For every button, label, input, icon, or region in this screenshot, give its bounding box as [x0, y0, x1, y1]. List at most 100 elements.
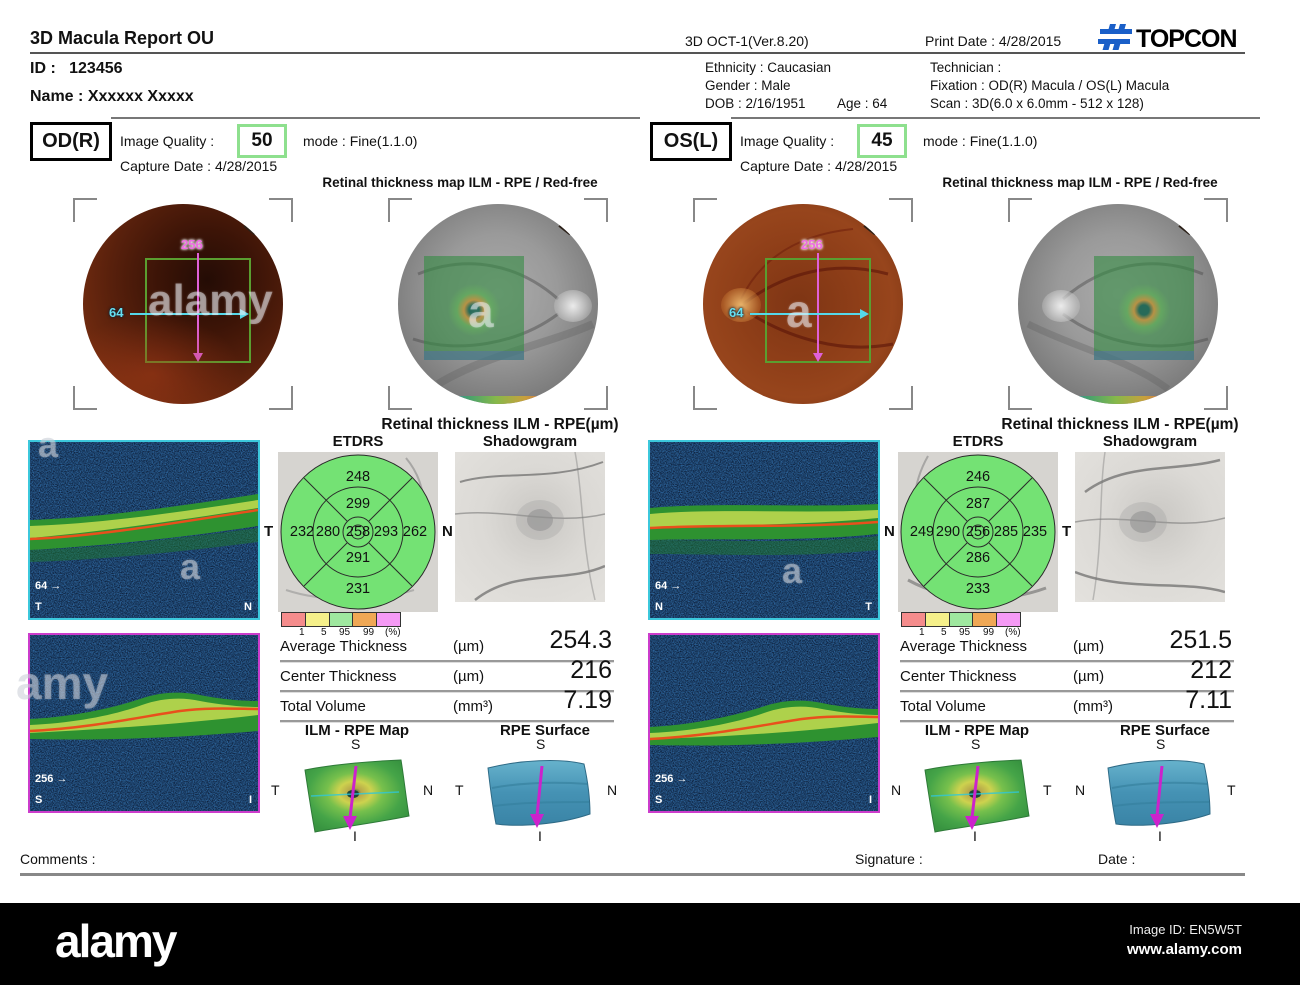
ethnicity: Ethnicity : Caucasian — [705, 60, 832, 75]
roi-horizontal-count: 64 — [109, 305, 124, 320]
redfree-frame: 0 100 200 300 400 500µm — [388, 198, 608, 410]
legend-tick: 5 — [321, 627, 327, 638]
legend-red — [282, 613, 306, 626]
bscan-left-letter: S — [35, 794, 43, 806]
etdrs-outer-right: 262 — [402, 524, 428, 540]
compass-i: I — [1158, 828, 1162, 844]
legend-orange — [973, 613, 998, 626]
comments-label: Comments : — [20, 851, 96, 867]
oct-image — [649, 635, 879, 811]
arrow-right-icon: → — [676, 773, 688, 785]
bracket-icon — [584, 386, 608, 410]
ilm-right-letter: N — [423, 782, 434, 798]
bscan-right-letter: I — [248, 794, 252, 806]
ilm-surface-image — [915, 754, 1035, 841]
compass-i: I — [353, 828, 357, 844]
bscan-right-letter: I — [868, 794, 872, 806]
bscan-vertical: 256 → S I — [28, 633, 260, 813]
bracket-icon — [693, 386, 717, 410]
fundus-photo: 256 64 — [703, 204, 903, 404]
image-quality-label: Image Quality : — [120, 133, 215, 149]
etdrs-grid: 246 287 249 290 256 285 235 286 233 N T — [884, 452, 1071, 612]
alamy-url: www.alamy.com — [1126, 941, 1242, 958]
compass-i: I — [538, 828, 542, 844]
etdrs-outer-top: 246 — [965, 469, 991, 485]
bracket-icon — [1008, 198, 1032, 222]
etdrs-center: 256 — [965, 524, 991, 540]
rpe-left-letter: N — [1075, 782, 1086, 798]
legend-tick: 99 — [983, 627, 995, 638]
fundus-photo-frame: 256 64 — [693, 198, 913, 410]
etdrs-grid: 248 299 232 280 258 293 262 291 231 T N — [264, 452, 453, 612]
bracket-icon — [693, 198, 717, 222]
image-quality-value: 50 — [237, 124, 287, 158]
scan-mode: mode : Fine(1.1.0) — [303, 133, 418, 149]
etdrs-left-letter: T — [264, 523, 274, 540]
signature-label: Signature : — [855, 851, 923, 867]
total-volume-label: Total Volume — [900, 698, 986, 715]
etdrs-left-letter: N — [884, 523, 895, 540]
shadowgram-image — [454, 451, 606, 602]
center-thickness-unit: (µm) — [453, 668, 485, 685]
compass-s: S — [1156, 736, 1166, 752]
fovea-center — [444, 280, 504, 340]
legend-tick: (%) — [385, 627, 401, 638]
avg-thickness-unit: (µm) — [453, 638, 485, 655]
etdrs-outer-top: 248 — [345, 469, 371, 485]
thickness-colorbar — [1030, 396, 1202, 404]
bscan-left-letter: T — [35, 601, 42, 613]
compass-i: I — [973, 828, 977, 844]
rpe-surface-title: RPE Surface — [1119, 722, 1211, 739]
avg-thickness-label: Average Thickness — [900, 638, 1028, 655]
roi-vertical-count: 256 — [801, 237, 823, 252]
legend-red — [902, 613, 926, 626]
name-value: Xxxxxx Xxxxx — [87, 88, 194, 105]
id-value: 123456 — [69, 60, 123, 77]
total-volume-value: 7.11 — [1185, 686, 1232, 714]
topcon-hash-icon — [1098, 24, 1132, 55]
optic-disc — [1042, 290, 1080, 322]
legend-pink — [997, 613, 1020, 626]
alamy-logo: alamy — [55, 915, 177, 967]
header-divider — [30, 52, 1245, 54]
bracket-icon — [388, 198, 412, 222]
panel-os: OS(L) Image Quality : 45 mode : Fine(1.1… — [645, 117, 1260, 865]
roi-vertical-arrow-icon — [813, 253, 823, 362]
thickness-colorbar — [410, 396, 582, 404]
bracket-icon — [1008, 386, 1032, 410]
bscan-vertical: 256 → S I — [648, 633, 880, 813]
redfree-image: 0 100 200 300 400 500µm — [1018, 204, 1218, 404]
etdrs-title: ETDRS — [952, 433, 1004, 450]
avg-thickness-unit: (µm) — [1073, 638, 1105, 655]
legend-orange — [353, 613, 378, 626]
id-label: ID : — [30, 60, 56, 77]
fundus-photo: 256 64 — [83, 204, 283, 404]
total-volume-unit: (mm³) — [1073, 698, 1113, 715]
page-title: 3D Macula Report OU — [30, 28, 215, 48]
table-rule — [900, 720, 1234, 723]
etdrs-inner-left: 290 — [935, 524, 961, 540]
avg-thickness-label: Average Thickness — [280, 638, 408, 655]
compass-s: S — [351, 736, 361, 752]
roi-horizontal-arrow-icon — [130, 309, 249, 319]
etdrs-center: 258 — [345, 524, 371, 540]
bracket-icon — [889, 386, 913, 410]
rpe-surface-image — [1100, 754, 1215, 839]
legend-tick: 1 — [919, 627, 925, 638]
fovea-center — [1114, 280, 1174, 340]
bracket-icon — [388, 386, 412, 410]
rpe-surface-title: RPE Surface — [499, 722, 591, 739]
thickness-overlay — [1094, 256, 1194, 360]
name-label: Name : — [30, 88, 84, 105]
etdrs-outer-right: 235 — [1022, 524, 1048, 540]
etdrs-outer-bottom: 233 — [965, 581, 991, 597]
etdrs-graphic — [898, 452, 1058, 612]
fixation-notch-icon — [243, 218, 261, 236]
arrow-right-icon: → — [50, 580, 62, 592]
rpe-right-letter: N — [607, 782, 618, 798]
fundus-photo-frame: 256 64 — [73, 198, 293, 410]
scan-mode: mode : Fine(1.1.0) — [923, 133, 1038, 149]
rpe-right-letter: T — [1227, 782, 1236, 798]
etdrs-outer-bottom: 231 — [345, 581, 371, 597]
ilm-left-letter: T — [271, 782, 280, 798]
